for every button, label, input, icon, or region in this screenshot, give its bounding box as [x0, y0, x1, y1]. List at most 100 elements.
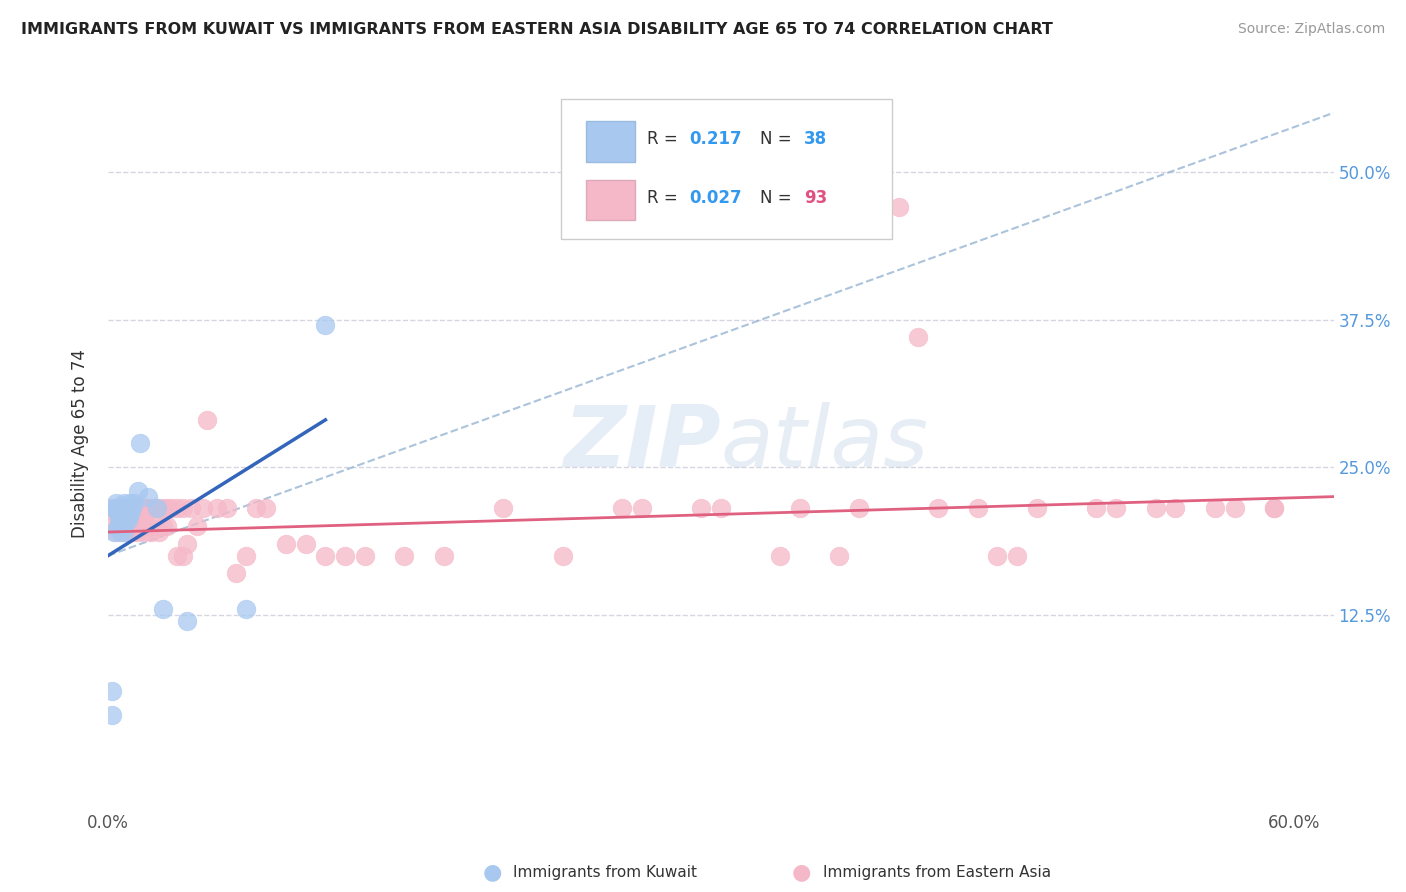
Text: Immigrants from Kuwait: Immigrants from Kuwait: [513, 865, 697, 880]
Text: ●: ●: [792, 863, 811, 882]
Point: [152, 519, 174, 533]
Point: [176, 614, 198, 628]
Point: [156, 519, 179, 533]
Point: [710, 501, 733, 516]
Point: [1223, 501, 1246, 516]
Point: [128, 436, 150, 450]
Point: [117, 513, 139, 527]
Text: R =: R =: [647, 130, 683, 148]
Point: [131, 519, 153, 533]
Point: [235, 549, 257, 563]
Point: [107, 508, 129, 522]
Point: [127, 501, 149, 516]
Point: [492, 501, 515, 516]
Point: [966, 501, 988, 516]
Point: [769, 549, 792, 563]
Point: [117, 524, 139, 539]
Text: atlas: atlas: [721, 402, 929, 485]
Point: [128, 501, 150, 516]
Point: [195, 413, 218, 427]
Point: [172, 501, 194, 516]
Point: [354, 549, 377, 563]
Text: 0.027: 0.027: [689, 188, 741, 207]
Point: [927, 501, 949, 516]
Point: [1263, 501, 1285, 516]
Point: [314, 549, 336, 563]
Point: [108, 513, 131, 527]
Text: N =: N =: [761, 188, 797, 207]
Point: [114, 513, 136, 527]
Point: [145, 501, 167, 516]
Point: [111, 501, 134, 516]
Point: [121, 524, 143, 539]
Point: [1144, 501, 1167, 516]
Point: [225, 566, 247, 581]
Point: [114, 513, 136, 527]
Point: [789, 501, 811, 516]
Point: [104, 501, 127, 516]
Point: [191, 501, 214, 516]
Point: [107, 519, 129, 533]
FancyBboxPatch shape: [561, 99, 893, 238]
Point: [101, 708, 124, 723]
Point: [101, 684, 124, 698]
Point: [186, 519, 208, 533]
Point: [132, 524, 155, 539]
Point: [108, 501, 131, 516]
Point: [103, 524, 125, 539]
Point: [551, 549, 574, 563]
Point: [245, 501, 267, 516]
Point: [104, 524, 127, 539]
Point: [630, 501, 652, 516]
Point: [1026, 501, 1049, 516]
Point: [118, 501, 141, 516]
Point: [152, 501, 174, 516]
Point: [117, 508, 139, 522]
Point: [215, 501, 238, 516]
Point: [132, 501, 155, 516]
Point: [160, 501, 183, 516]
Point: [117, 501, 139, 516]
Point: [205, 501, 228, 516]
FancyBboxPatch shape: [586, 121, 636, 161]
Point: [294, 537, 316, 551]
Point: [166, 549, 188, 563]
Point: [112, 495, 135, 509]
Point: [111, 508, 134, 522]
Point: [107, 501, 129, 516]
Point: [111, 501, 134, 516]
Point: [108, 513, 131, 527]
Point: [828, 549, 851, 563]
Point: [114, 501, 136, 516]
Point: [986, 549, 1008, 563]
Point: [108, 501, 131, 516]
Text: R =: R =: [647, 188, 683, 207]
Point: [152, 602, 174, 616]
Y-axis label: Disability Age 65 to 74: Disability Age 65 to 74: [72, 349, 89, 538]
Point: [690, 501, 713, 516]
Point: [180, 501, 202, 516]
Point: [141, 524, 163, 539]
Point: [1204, 501, 1226, 516]
Point: [314, 318, 336, 333]
Point: [235, 602, 257, 616]
Text: IMMIGRANTS FROM KUWAIT VS IMMIGRANTS FROM EASTERN ASIA DISABILITY AGE 65 TO 74 C: IMMIGRANTS FROM KUWAIT VS IMMIGRANTS FRO…: [21, 22, 1053, 37]
Point: [127, 483, 149, 498]
Point: [128, 513, 150, 527]
Text: ●: ●: [482, 863, 502, 882]
Point: [848, 501, 870, 516]
Text: ZIP: ZIP: [564, 402, 721, 485]
Point: [136, 501, 159, 516]
Point: [254, 501, 277, 516]
Point: [103, 501, 125, 516]
Text: Source: ZipAtlas.com: Source: ZipAtlas.com: [1237, 22, 1385, 37]
Point: [112, 508, 135, 522]
Point: [103, 501, 125, 516]
Point: [394, 549, 416, 563]
Point: [114, 508, 136, 522]
Point: [135, 508, 157, 522]
Point: [108, 524, 131, 539]
Point: [101, 501, 124, 516]
Point: [112, 524, 135, 539]
Point: [118, 495, 141, 509]
